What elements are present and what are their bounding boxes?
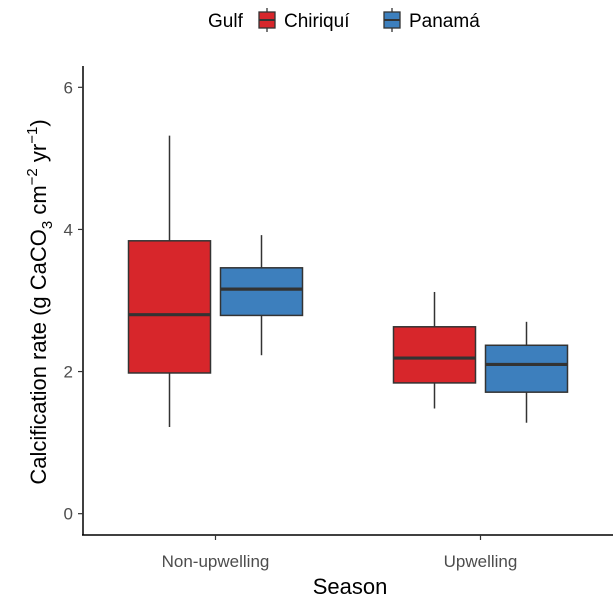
legend-item: Chiriquí (258, 8, 350, 32)
box-Chiriquí-Non-upwelling (127, 135, 212, 427)
legend-title: Gulf (208, 11, 244, 32)
legend-item: Panamá (383, 8, 480, 32)
x-tick-label: Upwelling (444, 552, 518, 571)
legend-label: Chiriquí (284, 11, 350, 32)
box-Panamá-Non-upwelling (219, 235, 304, 356)
box-body (392, 326, 477, 384)
y-tick-label: 6 (64, 78, 73, 97)
box-body (127, 240, 212, 374)
x-axis-title: Season (313, 574, 388, 599)
box-body (484, 344, 569, 393)
legend-label: Panamá (409, 11, 480, 32)
y-tick-label: 0 (64, 505, 73, 524)
x-tick-label: Non-upwelling (162, 552, 270, 571)
y-tick-label: 2 (64, 363, 73, 382)
y-tick-label: 4 (64, 220, 73, 239)
box-Panamá-Upwelling (484, 321, 569, 423)
box-body (219, 267, 304, 317)
box-Chiriquí-Upwelling (392, 291, 477, 409)
y-axis-title: Calcification rate (g CaCO3 cm−2 yr−1) (24, 119, 56, 484)
legend: Gulf Chiriquí Panamá (208, 8, 480, 32)
